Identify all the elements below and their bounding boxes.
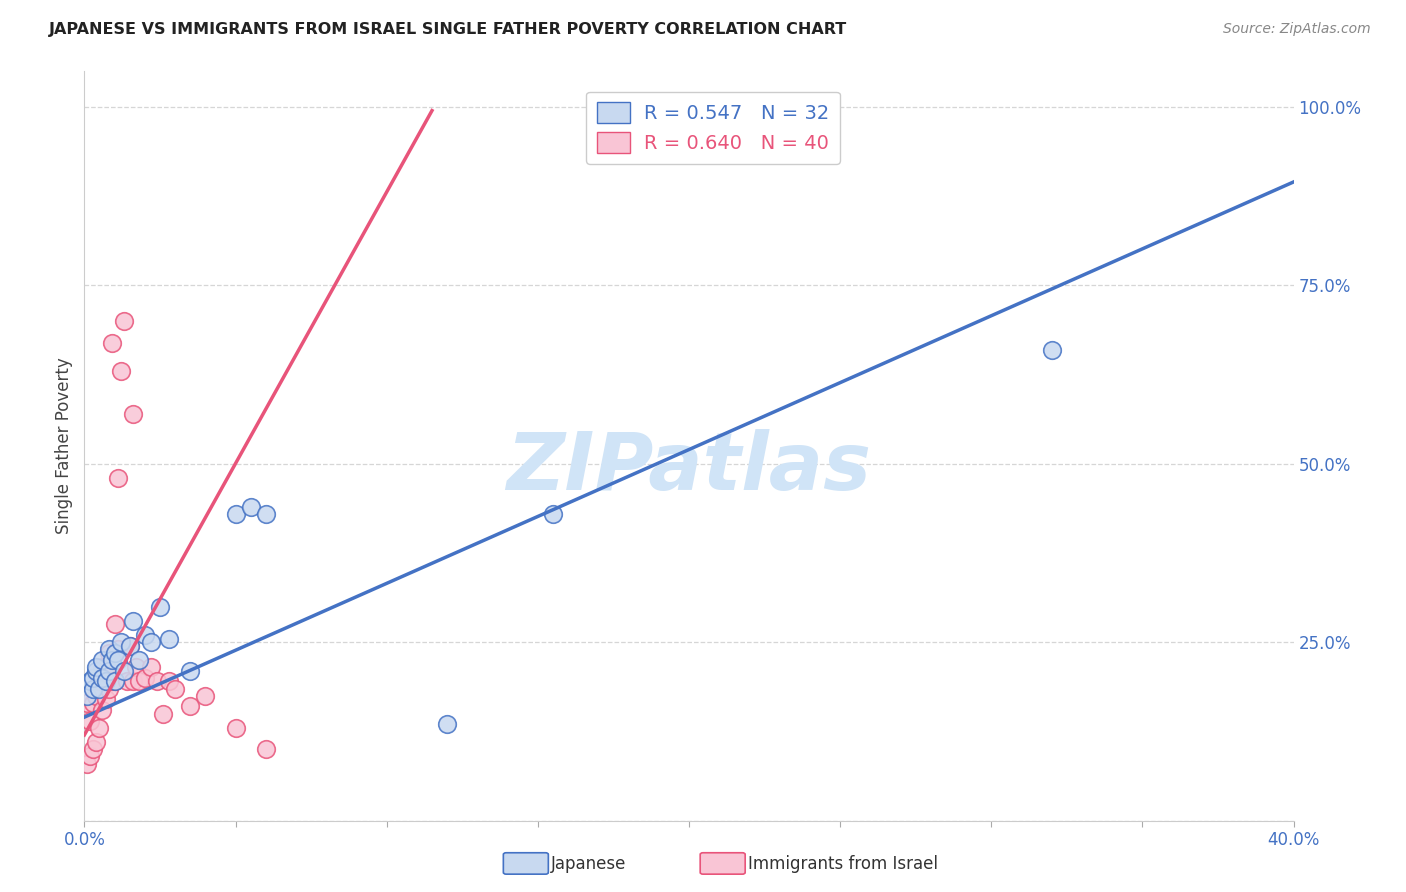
Point <box>91 671 114 685</box>
Point <box>94 692 117 706</box>
Point <box>100 653 122 667</box>
Point <box>194 689 217 703</box>
Point <box>89 674 111 689</box>
Point <box>86 660 108 674</box>
Legend: R = 0.547   N = 32, R = 0.640   N = 40: R = 0.547 N = 32, R = 0.640 N = 40 <box>586 92 839 164</box>
Point <box>118 639 141 653</box>
Point <box>110 364 132 378</box>
Point <box>239 500 262 514</box>
Point <box>97 642 120 657</box>
Point <box>94 660 117 674</box>
Point <box>76 756 98 771</box>
Point <box>91 703 114 717</box>
Point <box>165 681 187 696</box>
Point <box>86 735 108 749</box>
Point <box>254 507 277 521</box>
Point <box>121 674 143 689</box>
Point <box>100 674 122 689</box>
Point <box>436 717 458 731</box>
Point <box>104 646 127 660</box>
Point <box>146 674 169 689</box>
Text: Source: ZipAtlas.com: Source: ZipAtlas.com <box>1223 22 1371 37</box>
Point <box>254 742 277 756</box>
Point <box>121 407 143 421</box>
Point <box>115 674 138 689</box>
Y-axis label: Single Father Poverty: Single Father Poverty <box>55 358 73 534</box>
Point <box>97 664 120 678</box>
Point <box>107 642 129 657</box>
Point <box>134 628 156 642</box>
Point <box>79 714 101 728</box>
Text: Japanese: Japanese <box>551 855 627 873</box>
Point <box>76 689 98 703</box>
Point <box>139 635 162 649</box>
Point <box>91 653 114 667</box>
Text: ZIPatlas: ZIPatlas <box>506 429 872 508</box>
Point <box>104 617 127 632</box>
Point <box>179 699 201 714</box>
Point <box>541 507 564 521</box>
Text: JAPANESE VS IMMIGRANTS FROM ISRAEL SINGLE FATHER POVERTY CORRELATION CHART: JAPANESE VS IMMIGRANTS FROM ISRAEL SINGL… <box>49 22 848 37</box>
Point <box>107 471 129 485</box>
Point <box>79 674 101 689</box>
Point <box>128 653 150 667</box>
Text: Immigrants from Israel: Immigrants from Israel <box>748 855 938 873</box>
Point <box>139 660 162 674</box>
Point <box>107 653 129 667</box>
Point <box>112 314 135 328</box>
Point <box>82 681 104 696</box>
Point <box>157 632 180 646</box>
Point <box>225 721 247 735</box>
Point <box>118 639 141 653</box>
Point <box>225 507 247 521</box>
Point <box>125 660 148 674</box>
Point <box>89 681 111 696</box>
Point <box>82 671 104 685</box>
Point <box>1040 343 1063 357</box>
Point <box>104 674 127 689</box>
Point <box>100 335 122 350</box>
Point <box>128 674 150 689</box>
Point <box>86 664 108 678</box>
Point <box>94 674 117 689</box>
Point <box>152 706 174 721</box>
Point <box>79 749 101 764</box>
Point <box>76 696 98 710</box>
Point <box>86 689 108 703</box>
Point <box>149 599 172 614</box>
Point <box>82 742 104 756</box>
Point <box>104 674 127 689</box>
Point <box>91 660 114 674</box>
Point <box>89 721 111 735</box>
Point <box>157 674 180 689</box>
Point <box>97 681 120 696</box>
Point <box>110 635 132 649</box>
Point <box>112 664 135 678</box>
Point <box>97 646 120 660</box>
Point <box>121 614 143 628</box>
Point <box>82 696 104 710</box>
Point <box>179 664 201 678</box>
Point <box>134 671 156 685</box>
